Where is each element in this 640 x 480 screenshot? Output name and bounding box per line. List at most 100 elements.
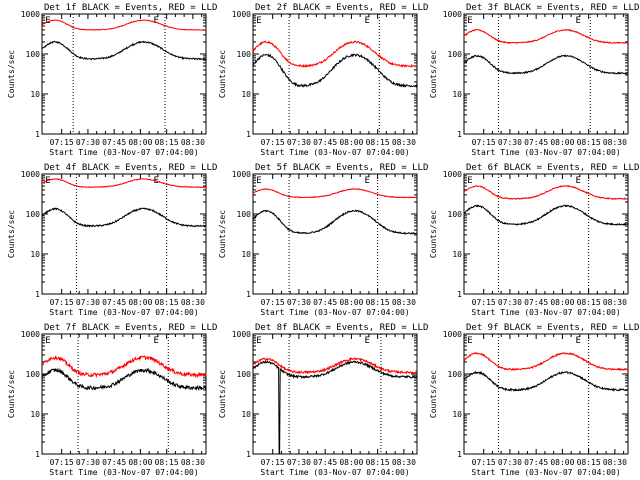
x-tick-label: 08:00: [550, 458, 574, 467]
x-tick-label: 08:30: [603, 298, 627, 307]
panel-8: Det 8f BLACK = Events, RED = LLD 1 10 100 10…: [218, 323, 428, 477]
panel-title: Det 7f BLACK = Events, RED = LLD: [44, 323, 217, 333]
x-axis-label: Start Time (03-Nov-07 07:04:00): [260, 308, 409, 317]
series-lld-line: [41, 178, 207, 189]
x-axis-label: Start Time (03-Nov-07 07:04:00): [49, 148, 198, 157]
panel-2: Det 2f BLACK = Events, RED = LLD 1 10 100 10…: [218, 3, 428, 157]
x-tick-label: 08:30: [392, 458, 416, 467]
y-tick-label: 100: [448, 370, 463, 379]
y-tick-label: 1000: [443, 10, 462, 19]
y-tick-label: 100: [237, 50, 252, 59]
y-tick-label: 100: [26, 50, 41, 59]
x-tick-label: 08:00: [128, 138, 152, 147]
x-tick-label: 07:15: [261, 458, 285, 467]
y-tick-label: 10: [30, 90, 40, 99]
series-events-line: [252, 52, 418, 88]
x-tick-label: 08:15: [577, 298, 601, 307]
event-marker-label: E: [467, 176, 472, 186]
y-tick-label: 1000: [21, 10, 40, 19]
y-tick-label: 1: [246, 290, 251, 299]
y-axis-label: Counts/sec: [429, 370, 438, 418]
x-tick-label: 07:45: [524, 298, 548, 307]
y-tick-label: 100: [26, 370, 41, 379]
y-tick-label: 10: [452, 410, 462, 419]
x-axis-label: Start Time (03-Nov-07 07:04:00): [471, 148, 620, 157]
x-tick-label: 07:30: [498, 458, 522, 467]
x-tick-label: 07:15: [472, 298, 496, 307]
x-tick-label: 08:15: [155, 458, 179, 467]
event-marker-label: E: [256, 176, 261, 186]
panel-1: Det 1f BLACK = Events, RED = LLD 1 10 100 10…: [7, 3, 217, 157]
y-tick-label: 1000: [21, 330, 40, 339]
series-lld-line: [252, 40, 418, 68]
plot-frame: [252, 333, 418, 455]
series-events-line: [41, 367, 207, 391]
x-tick-label: 07:15: [472, 458, 496, 467]
x-tick-label: 08:15: [577, 458, 601, 467]
series-events-line: [252, 359, 418, 455]
panel-title: Det 3f BLACK = Events, RED = LLD: [466, 3, 639, 13]
x-tick-label: 08:00: [339, 298, 363, 307]
y-tick-label: 100: [448, 50, 463, 59]
y-tick-label: 1: [35, 450, 40, 459]
y-tick-label: 1: [457, 290, 462, 299]
y-tick-label: 10: [241, 250, 251, 259]
x-tick-label: 07:15: [472, 138, 496, 147]
y-axis-label: Counts/sec: [429, 210, 438, 258]
x-tick-label: 08:30: [603, 458, 627, 467]
panel-title: Det 9f BLACK = Events, RED = LLD: [466, 323, 639, 333]
y-axis-label: Counts/sec: [218, 370, 227, 418]
series-events-line: [41, 40, 207, 61]
event-marker-label: E: [154, 16, 159, 26]
event-marker-label: E: [467, 336, 472, 346]
x-axis-label: Start Time (03-Nov-07 07:04:00): [471, 468, 620, 477]
y-tick-label: 1: [35, 290, 40, 299]
series-lld-line: [42, 19, 207, 31]
x-tick-label: 07:45: [313, 458, 337, 467]
x-tick-label: 08:00: [339, 138, 363, 147]
panel-7: Det 7f BLACK = Events, RED = LLD 1 10 100 10…: [7, 323, 217, 477]
event-marker-label: E: [45, 336, 50, 346]
series-events-line: [463, 204, 629, 226]
x-axis-label: Start Time (03-Nov-07 07:04:00): [260, 468, 409, 477]
event-marker-label: E: [365, 16, 370, 26]
event-marker-label: E: [154, 336, 159, 346]
y-tick-label: 1000: [443, 330, 462, 339]
x-tick-label: 07:30: [287, 298, 311, 307]
series-events-line: [41, 207, 207, 228]
y-tick-label: 100: [237, 210, 252, 219]
y-tick-label: 1000: [21, 170, 40, 179]
x-tick-label: 07:45: [524, 458, 548, 467]
panel-title: Det 2f BLACK = Events, RED = LLD: [255, 3, 428, 13]
y-tick-label: 100: [237, 370, 252, 379]
y-tick-label: 10: [241, 90, 251, 99]
panel-9: Det 9f BLACK = Events, RED = LLD 1 10 100 10…: [429, 323, 639, 477]
plot-frame: [463, 13, 629, 135]
series-lld-line: [41, 355, 207, 379]
x-tick-label: 07:30: [498, 298, 522, 307]
x-tick-label: 08:30: [603, 138, 627, 147]
x-axis-label: Start Time (03-Nov-07 07:04:00): [471, 308, 620, 317]
plot-frame: [463, 333, 629, 455]
y-tick-label: 1: [457, 130, 462, 139]
x-tick-label: 07:30: [76, 138, 100, 147]
y-tick-label: 10: [30, 250, 40, 259]
x-tick-label: 08:00: [339, 458, 363, 467]
plot-frame: [252, 13, 418, 135]
y-tick-label: 1000: [232, 10, 251, 19]
series-lld-line: [463, 352, 628, 372]
panel-title: Det 1f BLACK = Events, RED = LLD: [44, 3, 217, 13]
y-tick-label: 100: [448, 210, 463, 219]
x-tick-label: 08:30: [392, 138, 416, 147]
x-tick-label: 07:15: [261, 138, 285, 147]
y-tick-label: 10: [452, 250, 462, 259]
series-lld-line: [463, 28, 629, 45]
x-tick-label: 08:15: [155, 138, 179, 147]
y-axis-label: Counts/sec: [218, 210, 227, 258]
x-tick-label: 07:45: [102, 298, 126, 307]
panel-5: Det 5f BLACK = Events, RED = LLD 1 10 100 10…: [218, 163, 428, 317]
x-tick-label: 07:30: [498, 138, 522, 147]
x-tick-label: 08:00: [550, 138, 574, 147]
event-marker-label: E: [365, 336, 370, 346]
